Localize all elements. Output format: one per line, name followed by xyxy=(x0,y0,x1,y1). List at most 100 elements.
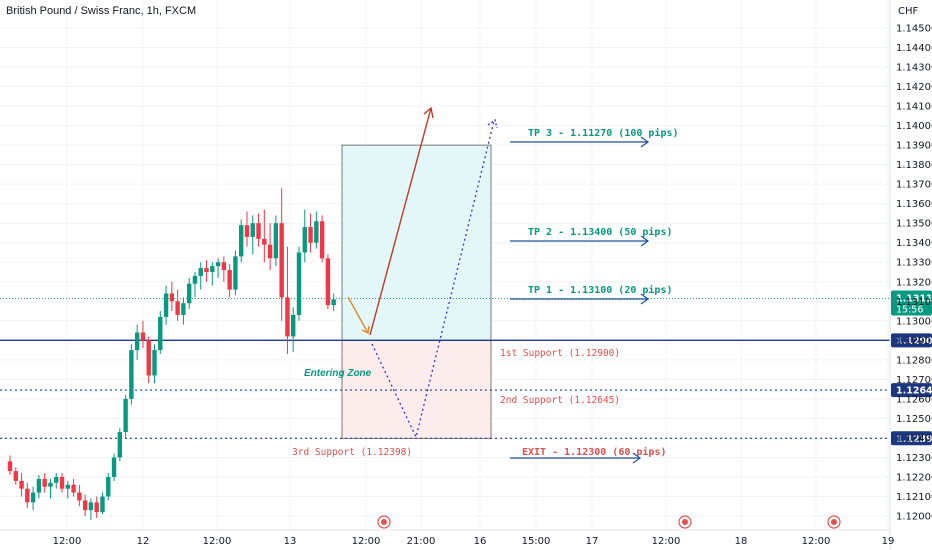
candle-body xyxy=(215,262,221,267)
price-badge xyxy=(891,431,932,446)
candle-body xyxy=(59,476,65,489)
candle-body xyxy=(82,500,88,511)
candle-body xyxy=(291,314,296,337)
target-arrow-head xyxy=(423,106,434,119)
tp1-arrow-head xyxy=(640,293,650,305)
pullback-arrow-head xyxy=(361,325,370,335)
price-tick-label: 1.12500 xyxy=(896,414,932,425)
support1-label: 1st Support (1.12900) xyxy=(500,348,620,359)
candle-body xyxy=(54,476,59,483)
price-tick-label: 1.14300 xyxy=(896,63,932,74)
candle-body xyxy=(106,476,111,497)
tp1-label: TP 1 - 1.13100 (20 pips) xyxy=(528,284,673,296)
time-tick-label: 19 xyxy=(882,536,895,547)
current-price-badge xyxy=(891,290,932,316)
tp3-label: TP 3 - 1.11270 (100 pips) xyxy=(528,127,679,139)
candle-body xyxy=(192,275,198,284)
candle-body xyxy=(285,297,290,337)
candles xyxy=(7,188,336,520)
price-tick-label: 1.12700 xyxy=(896,375,932,386)
price-tick-label: 1.13300 xyxy=(896,258,932,269)
exit-arrow-head xyxy=(632,452,642,464)
candle-body xyxy=(117,432,123,458)
entering-zone-label: Entering Zone xyxy=(304,368,372,379)
alternate-path-head xyxy=(487,118,498,129)
current-price-label: 1.13114 xyxy=(896,294,932,305)
candle-body xyxy=(19,480,24,489)
candle-body xyxy=(239,225,244,257)
time-axis[interactable]: 12:00 12 12:00 13 12:00 21:00 16 15:00 17 12:00 18… xyxy=(0,515,895,547)
annotations: TP 3 - 1.11270 (100 pips) TP 2 - 1.13400 … xyxy=(292,127,679,464)
exit-label: EXIT - 1.12300 (60 pips) xyxy=(522,446,667,458)
time-tick-label: 12:00 xyxy=(802,536,831,547)
price-tick-label: 1.14100 xyxy=(896,102,932,113)
trade-drawings[interactable] xyxy=(347,106,498,439)
time-tick-label: 13 xyxy=(284,536,297,547)
price-tick-label: 1.14200 xyxy=(896,82,932,93)
tp3-arrow-head xyxy=(640,136,650,148)
candle-body xyxy=(100,496,105,513)
profit-zone xyxy=(341,144,492,341)
time-tick-label: 21:00 xyxy=(407,536,436,547)
candle-body xyxy=(36,478,42,493)
economic-event-icon-dot xyxy=(381,519,387,525)
candle-body xyxy=(302,227,307,253)
candle-body xyxy=(331,299,336,306)
price-tick-label: 1.13200 xyxy=(896,277,932,288)
price-tick-label: 1.12000 xyxy=(896,512,932,523)
candle-body xyxy=(314,221,319,243)
time-tick-label: 18 xyxy=(735,536,748,547)
candle-body xyxy=(244,225,250,237)
price-tick-label: 1.13600 xyxy=(896,199,932,210)
price-tick-label: 1.13900 xyxy=(896,141,932,152)
tp2-arrow-head xyxy=(640,235,650,247)
pullback-arrow xyxy=(347,296,369,334)
candle-body xyxy=(204,268,209,272)
candle-body xyxy=(140,332,146,341)
time-tick-label: 12:00 xyxy=(652,536,681,547)
candle-body xyxy=(71,484,76,493)
candle-body xyxy=(296,252,302,315)
candle-body xyxy=(210,266,215,272)
candle-body xyxy=(48,482,53,487)
support2-label: 2nd Support (1.12645) xyxy=(500,395,620,406)
price-badge-label: 1.12645 xyxy=(896,386,932,397)
price-tick-label: 1.12400 xyxy=(896,433,932,444)
price-tick-label: 1.12300 xyxy=(896,453,932,464)
candle-body xyxy=(111,457,117,477)
tp2-label: TP 2 - 1.13400 (50 pips) xyxy=(528,226,673,238)
support3-label: 3rd Support (1.12398) xyxy=(292,447,412,458)
time-tick-label: 17 xyxy=(586,536,599,547)
candle-body xyxy=(65,484,70,489)
candle-body xyxy=(152,350,157,376)
economic-event-icon-dot xyxy=(831,519,837,525)
price-axis[interactable]: 1.14500 1.14400 1.14300 1.14200 1.14100 1.140… xyxy=(889,0,932,550)
candle-body xyxy=(42,478,47,487)
candle-body xyxy=(250,223,255,237)
candle-body xyxy=(129,350,134,399)
time-tick-label: 12:00 xyxy=(53,536,82,547)
price-tick-label: 1.13000 xyxy=(896,316,932,327)
price-tick-label: 1.13400 xyxy=(896,238,932,249)
price-tick-label: 1.14500 xyxy=(896,24,932,35)
candle-body xyxy=(256,223,261,239)
price-tick-label: 1.13100 xyxy=(896,297,932,308)
candle-body xyxy=(25,488,30,503)
candle-body xyxy=(88,502,94,511)
price-tick-label: 1.14400 xyxy=(896,43,932,54)
price-tick-label: 1.12800 xyxy=(896,355,932,366)
position-zones[interactable] xyxy=(341,144,492,439)
time-tick-label: 16 xyxy=(474,536,487,547)
price-tick-label: 1.13800 xyxy=(896,160,932,171)
chart-title: British Pound / Swiss Franc, 1h, FXCM xyxy=(6,5,196,17)
target-arrow xyxy=(369,107,432,336)
price-tick-label: 1.12600 xyxy=(896,394,932,405)
candle-body xyxy=(175,301,180,315)
candle-body xyxy=(221,262,227,271)
candle-body xyxy=(325,258,331,306)
candle-body xyxy=(146,340,151,376)
candle-body xyxy=(186,283,192,304)
candle-body xyxy=(30,492,36,503)
price-badge-label: 1.12900 xyxy=(896,336,932,347)
